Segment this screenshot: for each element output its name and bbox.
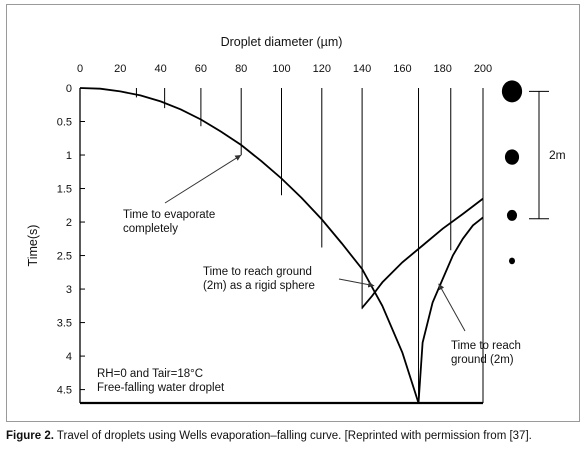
series-curve-0 [80, 88, 419, 403]
annotation-arrow [439, 284, 465, 331]
x-tick-label: 40 [154, 63, 166, 75]
x-tick-label: 200 [474, 63, 492, 75]
series-curve-1 [362, 199, 483, 308]
x-tick-label: 160 [393, 63, 411, 75]
droplet-icon [509, 258, 515, 265]
x-tick-label: 120 [313, 63, 331, 75]
x-tick-label: 20 [114, 63, 126, 75]
y-tick-label: 4.5 [57, 385, 72, 397]
y-tick-label: 2 [66, 217, 72, 229]
figure-frame: 020406080100120140160180200Droplet diame… [6, 4, 580, 422]
y-tick-label: 0.5 [57, 117, 72, 129]
annotation-text: Time to evaporate [123, 209, 215, 221]
annotation-text: Time to reach [451, 340, 521, 352]
annotation-text: (2m) as a rigid sphere [203, 280, 315, 292]
y-tick-label: 3.5 [57, 318, 72, 330]
height-scale: 2m [502, 80, 566, 264]
droplet-icon [507, 210, 517, 221]
y-tick-label: 4 [66, 351, 72, 363]
x-tick-label: 80 [235, 63, 247, 75]
drop-lines [136, 88, 483, 403]
y-tick-label: 1.5 [57, 184, 72, 196]
x-tick-label: 180 [434, 63, 452, 75]
annotation-text: Time to reach ground [203, 266, 312, 278]
y-tick-label: 3 [66, 284, 72, 296]
chart: 020406080100120140160180200Droplet diame… [7, 5, 579, 421]
droplet-icon [505, 149, 519, 164]
y-axis-label: Time(s) [26, 225, 40, 267]
annotation-text: completely [123, 223, 178, 235]
annotation-text: RH=0 and Tair=18°C [97, 368, 203, 380]
annotations: Time to evaporate completely Time to reach… [97, 155, 521, 394]
x-tick-label: 140 [353, 63, 371, 75]
x-tick-label: 60 [195, 63, 207, 75]
x-tick-label: 0 [77, 63, 83, 75]
caption-text: Travel of droplets using Wells evaporati… [54, 430, 532, 442]
annotation-arrow [165, 155, 241, 203]
figure-caption: Figure 2. Travel of droplets using Wells… [6, 430, 584, 442]
height-scale-label: 2m [549, 148, 566, 162]
droplet-icon [502, 80, 522, 102]
annotation-text: ground (2m) [451, 354, 514, 366]
y-tick-label: 0 [66, 83, 72, 95]
x-axis-label: Droplet diameter (µm) [221, 35, 343, 49]
y-tick-label: 2.5 [57, 251, 72, 263]
x-tick-label: 100 [272, 63, 290, 75]
annotation-text: Free-falling water droplet [97, 382, 225, 394]
y-tick-label: 1 [66, 150, 72, 162]
caption-figure-label: Figure 2. [6, 430, 54, 442]
